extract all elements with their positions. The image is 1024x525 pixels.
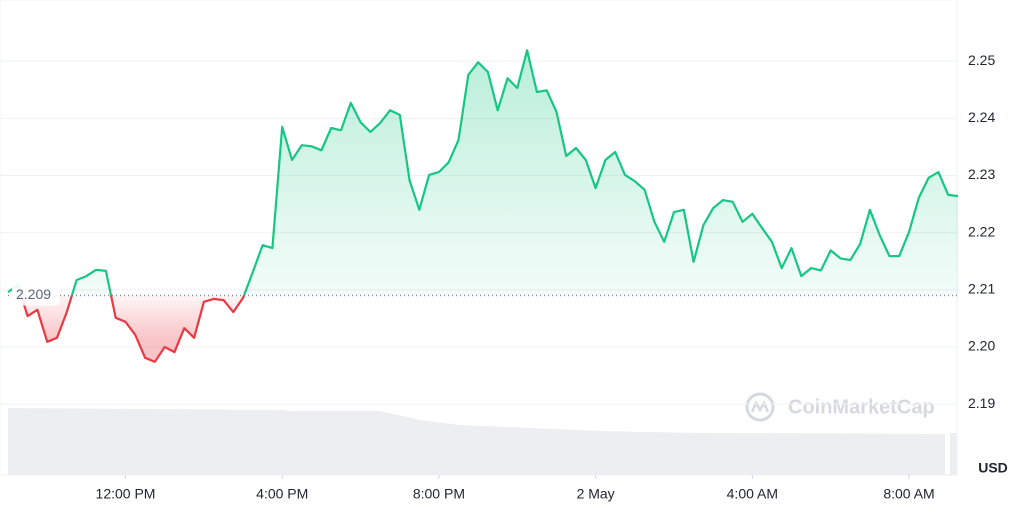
x-tick-label: 4:00 AM [727,486,778,502]
x-tick-label: 8:00 PM [413,486,465,502]
y-tick-label: 2.23 [968,166,995,182]
watermark: CoinMarketCap [745,392,935,422]
area-fill [8,50,958,362]
x-tick-label: 4:00 PM [256,486,308,502]
price-line [7,49,959,363]
baseline-label: 2.209 [16,286,51,302]
x-tick-label: 12:00 PM [96,486,156,502]
watermark-text: CoinMarketCap [788,396,935,418]
y-tick-label: 2.20 [968,338,995,354]
y-tick-label: 2.25 [968,52,995,68]
y-tick-label: 2.22 [968,223,995,239]
x-tick-label: 2 May [577,486,615,502]
baseline-label-bg [12,283,60,306]
y-tick-label: 2.19 [968,395,995,411]
volume-area [8,408,957,475]
currency-label: USD [978,460,1008,476]
y-tick-label: 2.21 [968,281,995,297]
x-tick-label: 8:00 AM [883,486,934,502]
y-tick-label: 2.24 [968,109,995,125]
